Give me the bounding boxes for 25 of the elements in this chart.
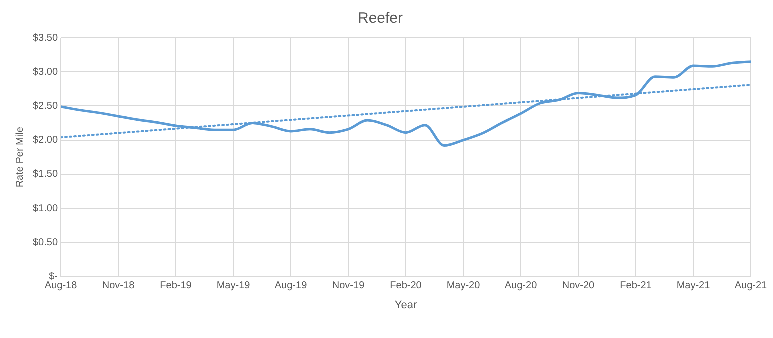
x-tick-label: Feb-19 <box>160 280 192 292</box>
x-tick-label: Aug-21 <box>734 280 768 292</box>
y-tick-label: $1.50 <box>32 169 58 180</box>
y-axis-title: Rate Per Mile <box>14 126 26 188</box>
x-tick-label: Aug-19 <box>274 280 308 292</box>
y-tick-label: $- <box>49 272 58 283</box>
y-tick-label: $0.50 <box>32 237 58 248</box>
x-axis-title: Year <box>394 299 418 312</box>
y-tick-label: $1.00 <box>32 203 58 214</box>
y-tick-label: $3.00 <box>32 66 58 78</box>
y-tick-label: $2.50 <box>32 100 58 112</box>
x-tick-label: Aug-18 <box>44 280 78 292</box>
x-tick-label: May-20 <box>446 280 481 292</box>
x-tick-label: May-21 <box>676 280 711 292</box>
y-tick-label: $3.50 <box>32 32 58 44</box>
chart-title: Reefer <box>358 10 404 28</box>
line-series <box>61 60 751 148</box>
y-tick-label: $2.00 <box>32 135 58 146</box>
x-tick-label: May-19 <box>216 280 251 292</box>
x-tick-label: Aug-20 <box>504 280 538 292</box>
x-tick-label: Feb-20 <box>390 280 422 292</box>
x-tick-label: Nov-19 <box>332 280 366 292</box>
x-tick-label: Nov-20 <box>562 280 596 292</box>
x-tick-label: Nov-18 <box>102 280 136 292</box>
x-tick-label: Feb-21 <box>620 280 652 292</box>
